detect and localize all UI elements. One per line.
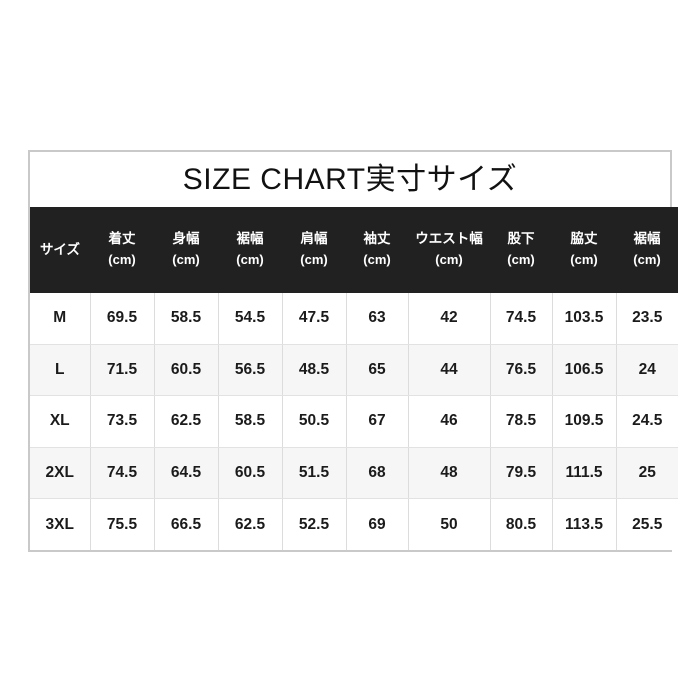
column-header-label: 股下 xyxy=(507,231,535,247)
table-body: M 69.5 58.5 54.5 47.5 63 42 74.5 103.5 23.5 L 71.5 6… xyxy=(30,293,678,550)
cell-measurement: 25.5 xyxy=(632,515,663,533)
cell-measurement: 65 xyxy=(346,344,409,397)
column-header-label: 袖丈 xyxy=(363,231,391,247)
cell-measurement: 103.5 xyxy=(552,293,617,345)
cell-measurement: 63 xyxy=(346,293,409,345)
column-header-matashita: 股下 (cm) xyxy=(490,207,552,293)
column-header-sodetake: 袖丈 (cm) xyxy=(346,207,408,293)
cell-measurement: 62.5 xyxy=(154,395,219,448)
cell-measurement: 42 xyxy=(408,293,491,345)
column-header-unit: (cm) xyxy=(633,252,661,268)
cell-measurement: 47.5 xyxy=(282,293,347,345)
cell-size-label: M xyxy=(30,293,91,345)
table-header: サイズ 着丈 (cm) 身幅 (cm) 裾幅 (cm) xyxy=(30,207,678,293)
column-header-unit: (cm) xyxy=(570,252,598,268)
column-header-unit: (cm) xyxy=(108,252,136,268)
cell-measurement: 68 xyxy=(346,447,409,500)
column-header-label: 裾幅 xyxy=(236,231,264,247)
cell-measurement: 50 xyxy=(408,498,491,550)
cell-measurement: 106.5 xyxy=(552,344,617,397)
cell-measurement: 48 xyxy=(408,447,491,500)
cell-measurement: 113.5 xyxy=(552,498,617,550)
column-header-size: サイズ xyxy=(30,207,90,293)
cell-measurement: 24.5 xyxy=(616,395,678,448)
column-header-susohaba-bottom: 裾幅 (cm) xyxy=(616,207,678,293)
cell-measurement: 67 xyxy=(346,395,409,448)
column-header-unit: (cm) xyxy=(507,252,535,268)
cell-measurement: 69 xyxy=(346,498,409,550)
page-title: SIZE CHART実寸サイズ xyxy=(30,152,670,207)
cell-measurement: 64.5 xyxy=(154,447,219,500)
column-header-katahaba: 肩幅 (cm) xyxy=(282,207,346,293)
cell-measurement: 25 xyxy=(616,447,678,500)
table-header-row: サイズ 着丈 (cm) 身幅 (cm) 裾幅 (cm) xyxy=(30,207,678,293)
cell-measurement: 24 xyxy=(616,344,678,397)
column-header-label: サイズ xyxy=(39,241,81,257)
column-header-label: 脇丈 xyxy=(570,231,598,247)
cell-measurement: 74.5 xyxy=(90,447,155,500)
table-row: L 71.5 60.5 56.5 48.5 65 44 76.5 106.5 24 xyxy=(30,344,678,397)
column-header-wakitake: 脇丈 (cm) xyxy=(552,207,616,293)
cell-size-label: L xyxy=(30,344,91,397)
cell-measurement: 69.5 xyxy=(90,293,155,345)
column-header-label: 肩幅 xyxy=(300,231,328,247)
cell-size-label: 2XL xyxy=(30,447,91,500)
table-row: 3XL 75.5 66.5 62.5 52.5 69 50 80.5 113.5 25.5 xyxy=(30,498,678,550)
cell-measurement: 51.5 xyxy=(282,447,347,500)
cell-measurement: 71.5 xyxy=(90,344,155,397)
column-header-label: 裾幅 xyxy=(633,231,661,247)
cell-measurement: 80.5 xyxy=(490,498,553,550)
cell-measurement: 58.5 xyxy=(218,395,283,448)
cell-measurement: 76.5 xyxy=(490,344,553,397)
table-row: M 69.5 58.5 54.5 47.5 63 42 74.5 103.5 23.5 xyxy=(30,293,678,345)
cell-measurement: 46 xyxy=(408,395,491,448)
cell-measurement: 54.5 xyxy=(218,293,283,345)
column-header-label: 着丈 xyxy=(108,231,136,247)
cell-measurement: 78.5 xyxy=(490,395,553,448)
cell-measurement: 48.5 xyxy=(282,344,347,397)
cell-size-label: XL xyxy=(30,395,91,448)
cell-measurement: 111.5 xyxy=(552,447,617,500)
cell-measurement: 74.5 xyxy=(490,293,553,345)
column-header-unit: (cm) xyxy=(300,252,328,268)
column-header-unit: (cm) xyxy=(363,252,391,268)
cell-measurement: 75.5 xyxy=(90,498,155,550)
column-header-mihaba: 身幅 (cm) xyxy=(154,207,218,293)
column-header-waist: ウエスト幅 (cm) xyxy=(408,207,490,293)
table-row: 2XL 74.5 64.5 60.5 51.5 68 48 79.5 111.5 25 xyxy=(30,447,678,500)
column-header-label: 身幅 xyxy=(172,231,200,247)
cell-measurement: 109.5 xyxy=(552,395,617,448)
cell-measurement: 79.5 xyxy=(490,447,553,500)
cell-measurement: 50.5 xyxy=(282,395,347,448)
cell-measurement: 56.5 xyxy=(218,344,283,397)
column-header-unit: (cm) xyxy=(172,252,200,268)
cell-measurement: 66.5 xyxy=(154,498,219,550)
cell-size-label: 3XL xyxy=(30,498,91,550)
cell-measurement: 62.5 xyxy=(218,498,283,550)
column-header-unit: (cm) xyxy=(236,252,264,268)
size-chart-table: サイズ 着丈 (cm) 身幅 (cm) 裾幅 (cm) xyxy=(30,207,678,550)
cell-measurement: 58.5 xyxy=(154,293,219,345)
table-row: XL 73.5 62.5 58.5 50.5 67 46 78.5 109.5 24.5 xyxy=(30,395,678,448)
column-header-label: ウエスト幅 xyxy=(415,231,483,247)
size-chart-container: SIZE CHART実寸サイズ サイズ 着丈 (cm) 身幅 (cm) xyxy=(28,150,678,552)
column-header-susohaba-top: 裾幅 (cm) xyxy=(218,207,282,293)
cell-measurement: 60.5 xyxy=(154,344,219,397)
cell-measurement: 73.5 xyxy=(90,395,155,448)
cell-measurement: 52.5 xyxy=(282,498,347,550)
column-header-unit: (cm) xyxy=(435,252,463,268)
cell-measurement: 23.5 xyxy=(616,293,678,345)
cell-measurement: 44 xyxy=(408,344,491,397)
column-header-kitake: 着丈 (cm) xyxy=(90,207,154,293)
cell-measurement: 60.5 xyxy=(218,447,283,500)
